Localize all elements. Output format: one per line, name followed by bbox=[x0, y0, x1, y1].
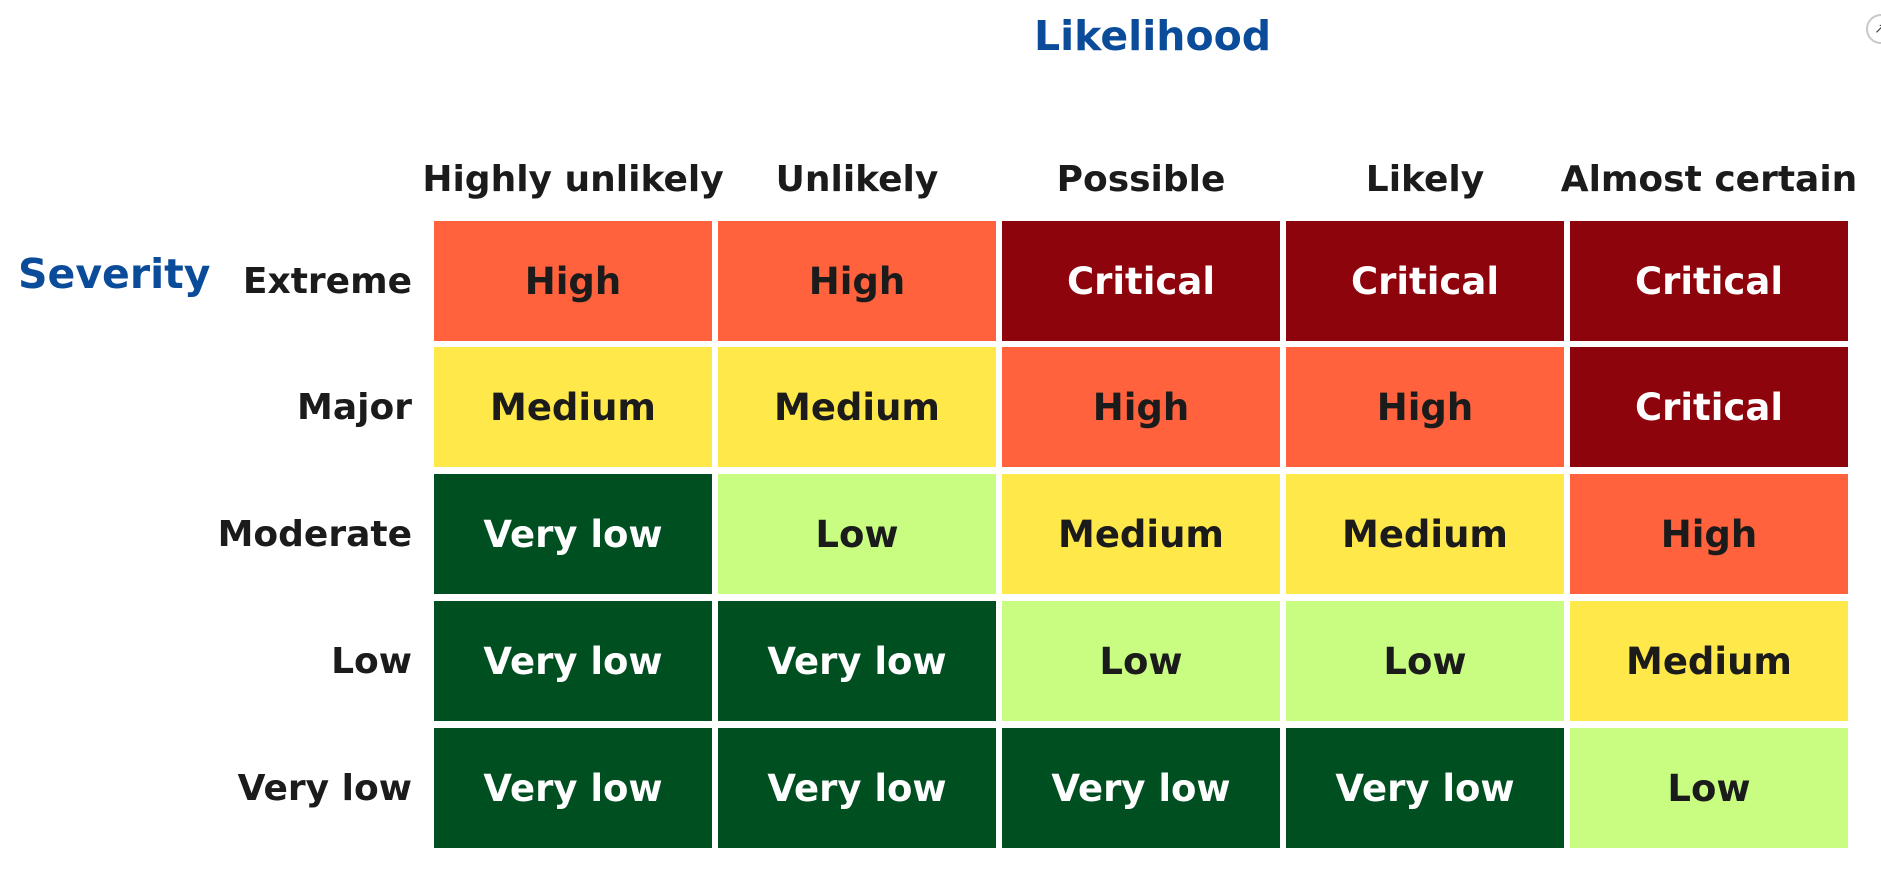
expand-icon[interactable]: ↗ bbox=[1866, 14, 1881, 44]
risk-cell-high: High bbox=[434, 221, 712, 341]
risk-cell-very-low: Very low bbox=[434, 601, 712, 721]
risk-cell-very-low: Very low bbox=[1286, 728, 1564, 848]
risk-cell-very-low: Very low bbox=[718, 728, 996, 848]
risk-cell-medium: Medium bbox=[1570, 601, 1848, 721]
column-header-unlikely: Unlikely bbox=[775, 158, 939, 200]
risk-cell-high: High bbox=[1570, 474, 1848, 594]
risk-cell-low: Low bbox=[1286, 601, 1564, 721]
risk-cell-high: High bbox=[1002, 347, 1280, 467]
risk-cell-medium: Medium bbox=[1002, 474, 1280, 594]
risk-cell-critical: Critical bbox=[1002, 221, 1280, 341]
risk-cell-very-low: Very low bbox=[434, 728, 712, 848]
severity-axis-title: Severity bbox=[18, 250, 211, 298]
column-header-possible: Possible bbox=[1056, 158, 1226, 200]
risk-cell-low: Low bbox=[1570, 728, 1848, 848]
row-header-major: Major bbox=[297, 386, 412, 428]
risk-cell-critical: Critical bbox=[1570, 221, 1848, 341]
risk-cell-high: High bbox=[1286, 347, 1564, 467]
likelihood-axis-title: Likelihood bbox=[1034, 12, 1272, 60]
risk-cell-critical: Critical bbox=[1570, 347, 1848, 467]
risk-cell-very-low: Very low bbox=[1002, 728, 1280, 848]
risk-cell-very-low: Very low bbox=[434, 474, 712, 594]
risk-cell-medium: Medium bbox=[718, 347, 996, 467]
risk-cell-very-low: Very low bbox=[718, 601, 996, 721]
column-header-almost-certain: Almost certain bbox=[1560, 158, 1858, 200]
column-header-highly-unlikely: Highly unlikely bbox=[422, 158, 724, 200]
risk-cell-critical: Critical bbox=[1286, 221, 1564, 341]
row-header-low: Low bbox=[331, 640, 412, 682]
row-header-very-low: Very low bbox=[237, 767, 412, 809]
column-header-likely: Likely bbox=[1365, 158, 1485, 200]
risk-cell-medium: Medium bbox=[434, 347, 712, 467]
risk-cell-low: Low bbox=[1002, 601, 1280, 721]
risk-cell-low: Low bbox=[718, 474, 996, 594]
row-header-moderate: Moderate bbox=[217, 513, 412, 555]
risk-cell-high: High bbox=[718, 221, 996, 341]
row-header-extreme: Extreme bbox=[242, 260, 412, 302]
risk-cell-medium: Medium bbox=[1286, 474, 1564, 594]
